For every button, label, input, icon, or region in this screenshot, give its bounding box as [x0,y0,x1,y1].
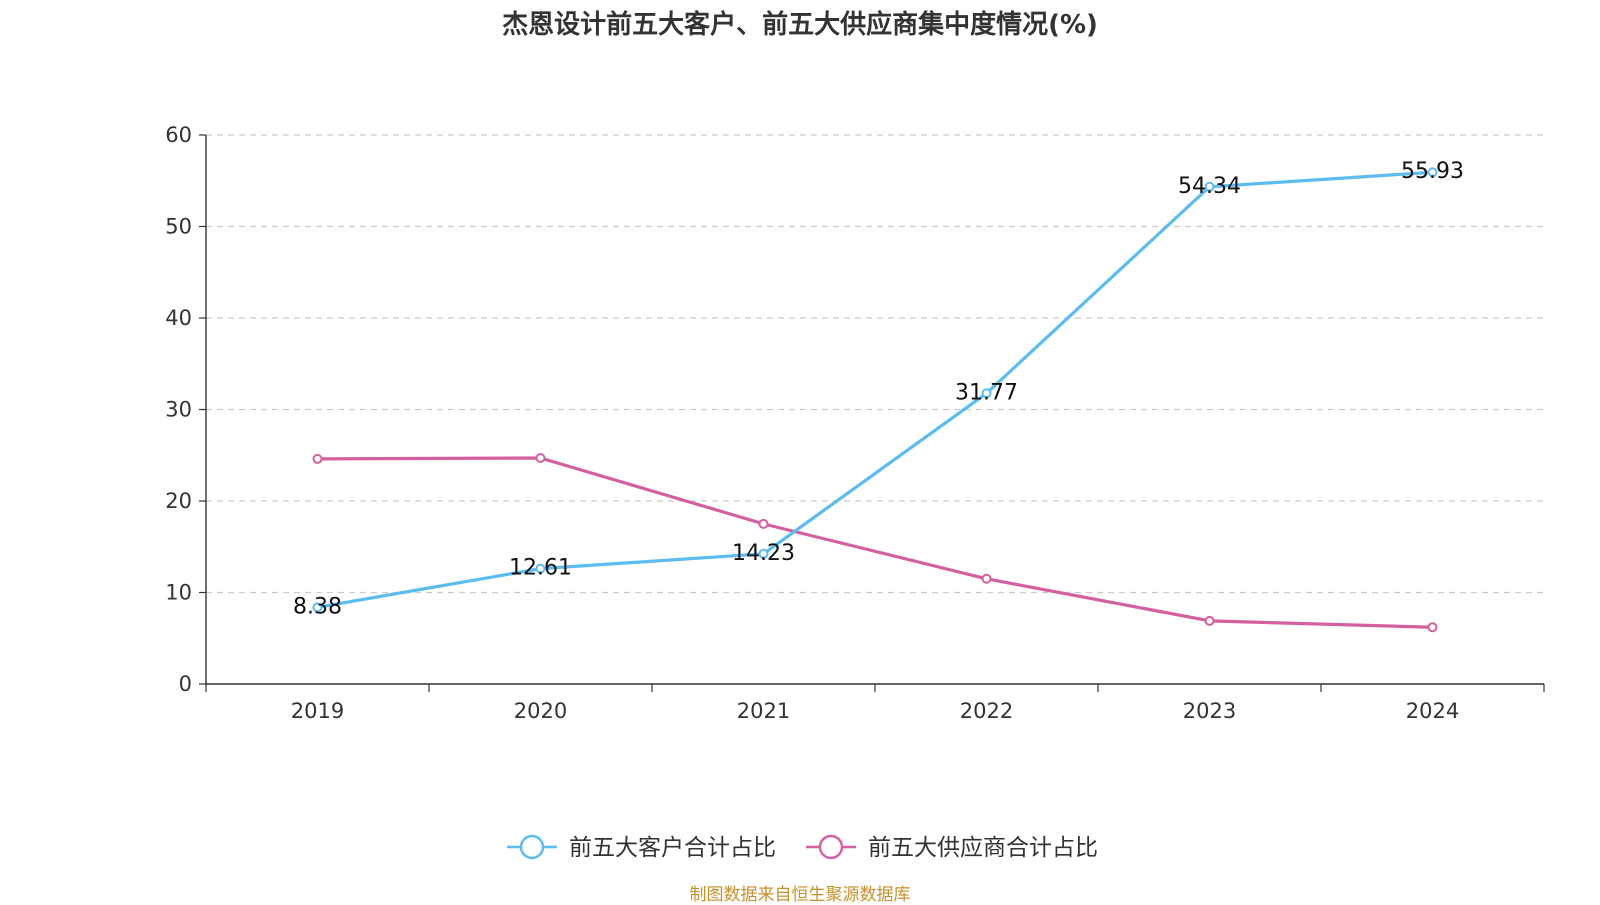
data-point [312,453,323,464]
y-tick-label: 0 [179,672,192,696]
series-line [315,456,1435,629]
data-point [1204,615,1215,626]
data-point [758,518,769,529]
x-tick-label: 2021 [737,699,790,723]
data-label: 54.34 [1178,174,1241,199]
data-point [535,563,546,574]
data-point [1427,622,1438,633]
data-point [1204,181,1215,192]
legend-label: 前五大客户合计占比 [569,835,776,861]
y-tick-label: 50 [165,215,192,239]
legend-marker [818,834,844,860]
x-tick-label: 2020 [514,699,567,723]
y-tick-label: 30 [165,398,192,422]
data-point [758,548,769,559]
legend-marker [519,834,545,860]
x-tick-label: 2022 [960,699,1013,723]
series-line [315,170,1435,609]
y-tick-label: 20 [165,489,192,513]
chart-title: 杰恩设计前五大客户、前五大供应商集中度情况(%) [502,10,1098,40]
legend-label: 前五大供应商合计占比 [868,835,1098,861]
data-label: 14.23 [732,541,795,566]
y-tick-label: 40 [165,306,192,330]
data-label: 31.77 [955,380,1018,405]
data-point [981,388,992,399]
y-tick-label: 60 [165,123,192,147]
data-point [535,452,546,463]
source-note: 制图数据来自恒生聚源数据库 [689,885,911,905]
data-label: 8.38 [293,594,342,619]
data-point [312,602,323,613]
x-tick-label: 2023 [1183,699,1236,723]
y-tick-label: 10 [165,581,192,605]
x-tick-label: 2024 [1406,699,1459,723]
data-label: 55.93 [1401,159,1464,184]
data-label: 12.61 [509,556,572,581]
data-point [981,573,992,584]
data-point [1427,167,1438,178]
x-tick-label: 2019 [291,699,344,723]
